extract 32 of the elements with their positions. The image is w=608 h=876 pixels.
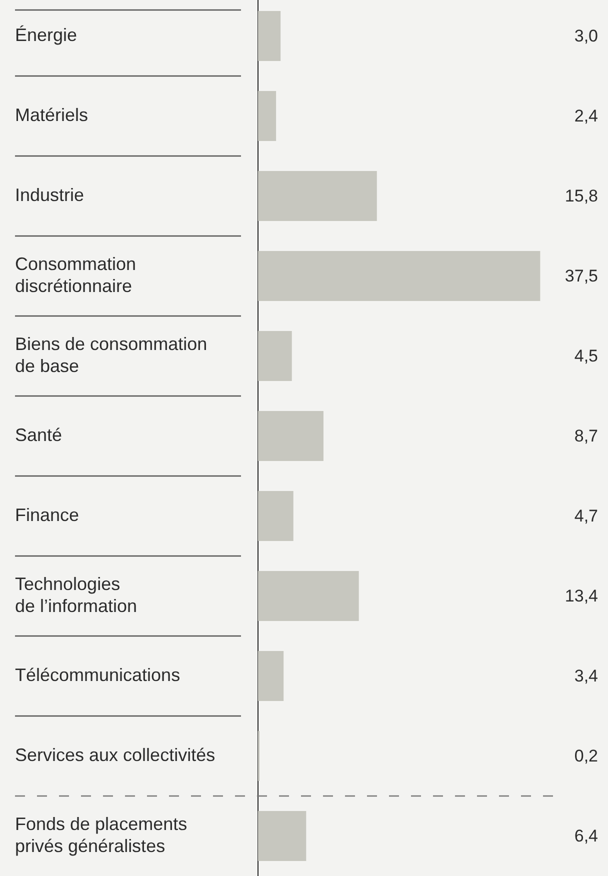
bar [258,571,359,621]
bar [258,651,284,701]
bar [258,331,292,381]
y-tick-label: Technologies de l’information [15,574,138,616]
bar [258,11,281,61]
bar [258,171,377,221]
data-label: 15,8 [564,186,598,206]
y-tick-label: Télécommunications [15,664,180,685]
data-label: 8,7 [574,426,598,446]
data-label: 2,4 [574,106,598,126]
y-tick-label: Fonds de placements privés généralistes [15,814,188,856]
bar [258,411,324,461]
y-tick-label: Biens de consommation de base [15,334,208,376]
y-tick-label: Santé [15,424,62,445]
data-label: 37,5 [564,266,598,286]
bar [258,91,276,141]
y-tick-label: Énergie [15,24,78,45]
bar [258,491,294,541]
data-label: 3,0 [574,26,598,46]
y-tick-label: Finance [15,504,80,525]
y-tick-label: Industrie [15,184,84,205]
data-label: 3,4 [574,666,598,686]
y-tick-label: Services aux collectivités [15,744,216,765]
data-label: 13,4 [564,586,598,606]
data-label: 4,7 [574,506,598,526]
data-label: 4,5 [574,346,598,366]
bar [258,251,540,301]
data-label: 0,2 [574,746,598,766]
y-tick-label: Consommation discrétionnaire [15,254,136,296]
data-label: 6,4 [574,826,598,846]
y-tick-label: Matériels [15,104,88,125]
bar [258,811,306,861]
